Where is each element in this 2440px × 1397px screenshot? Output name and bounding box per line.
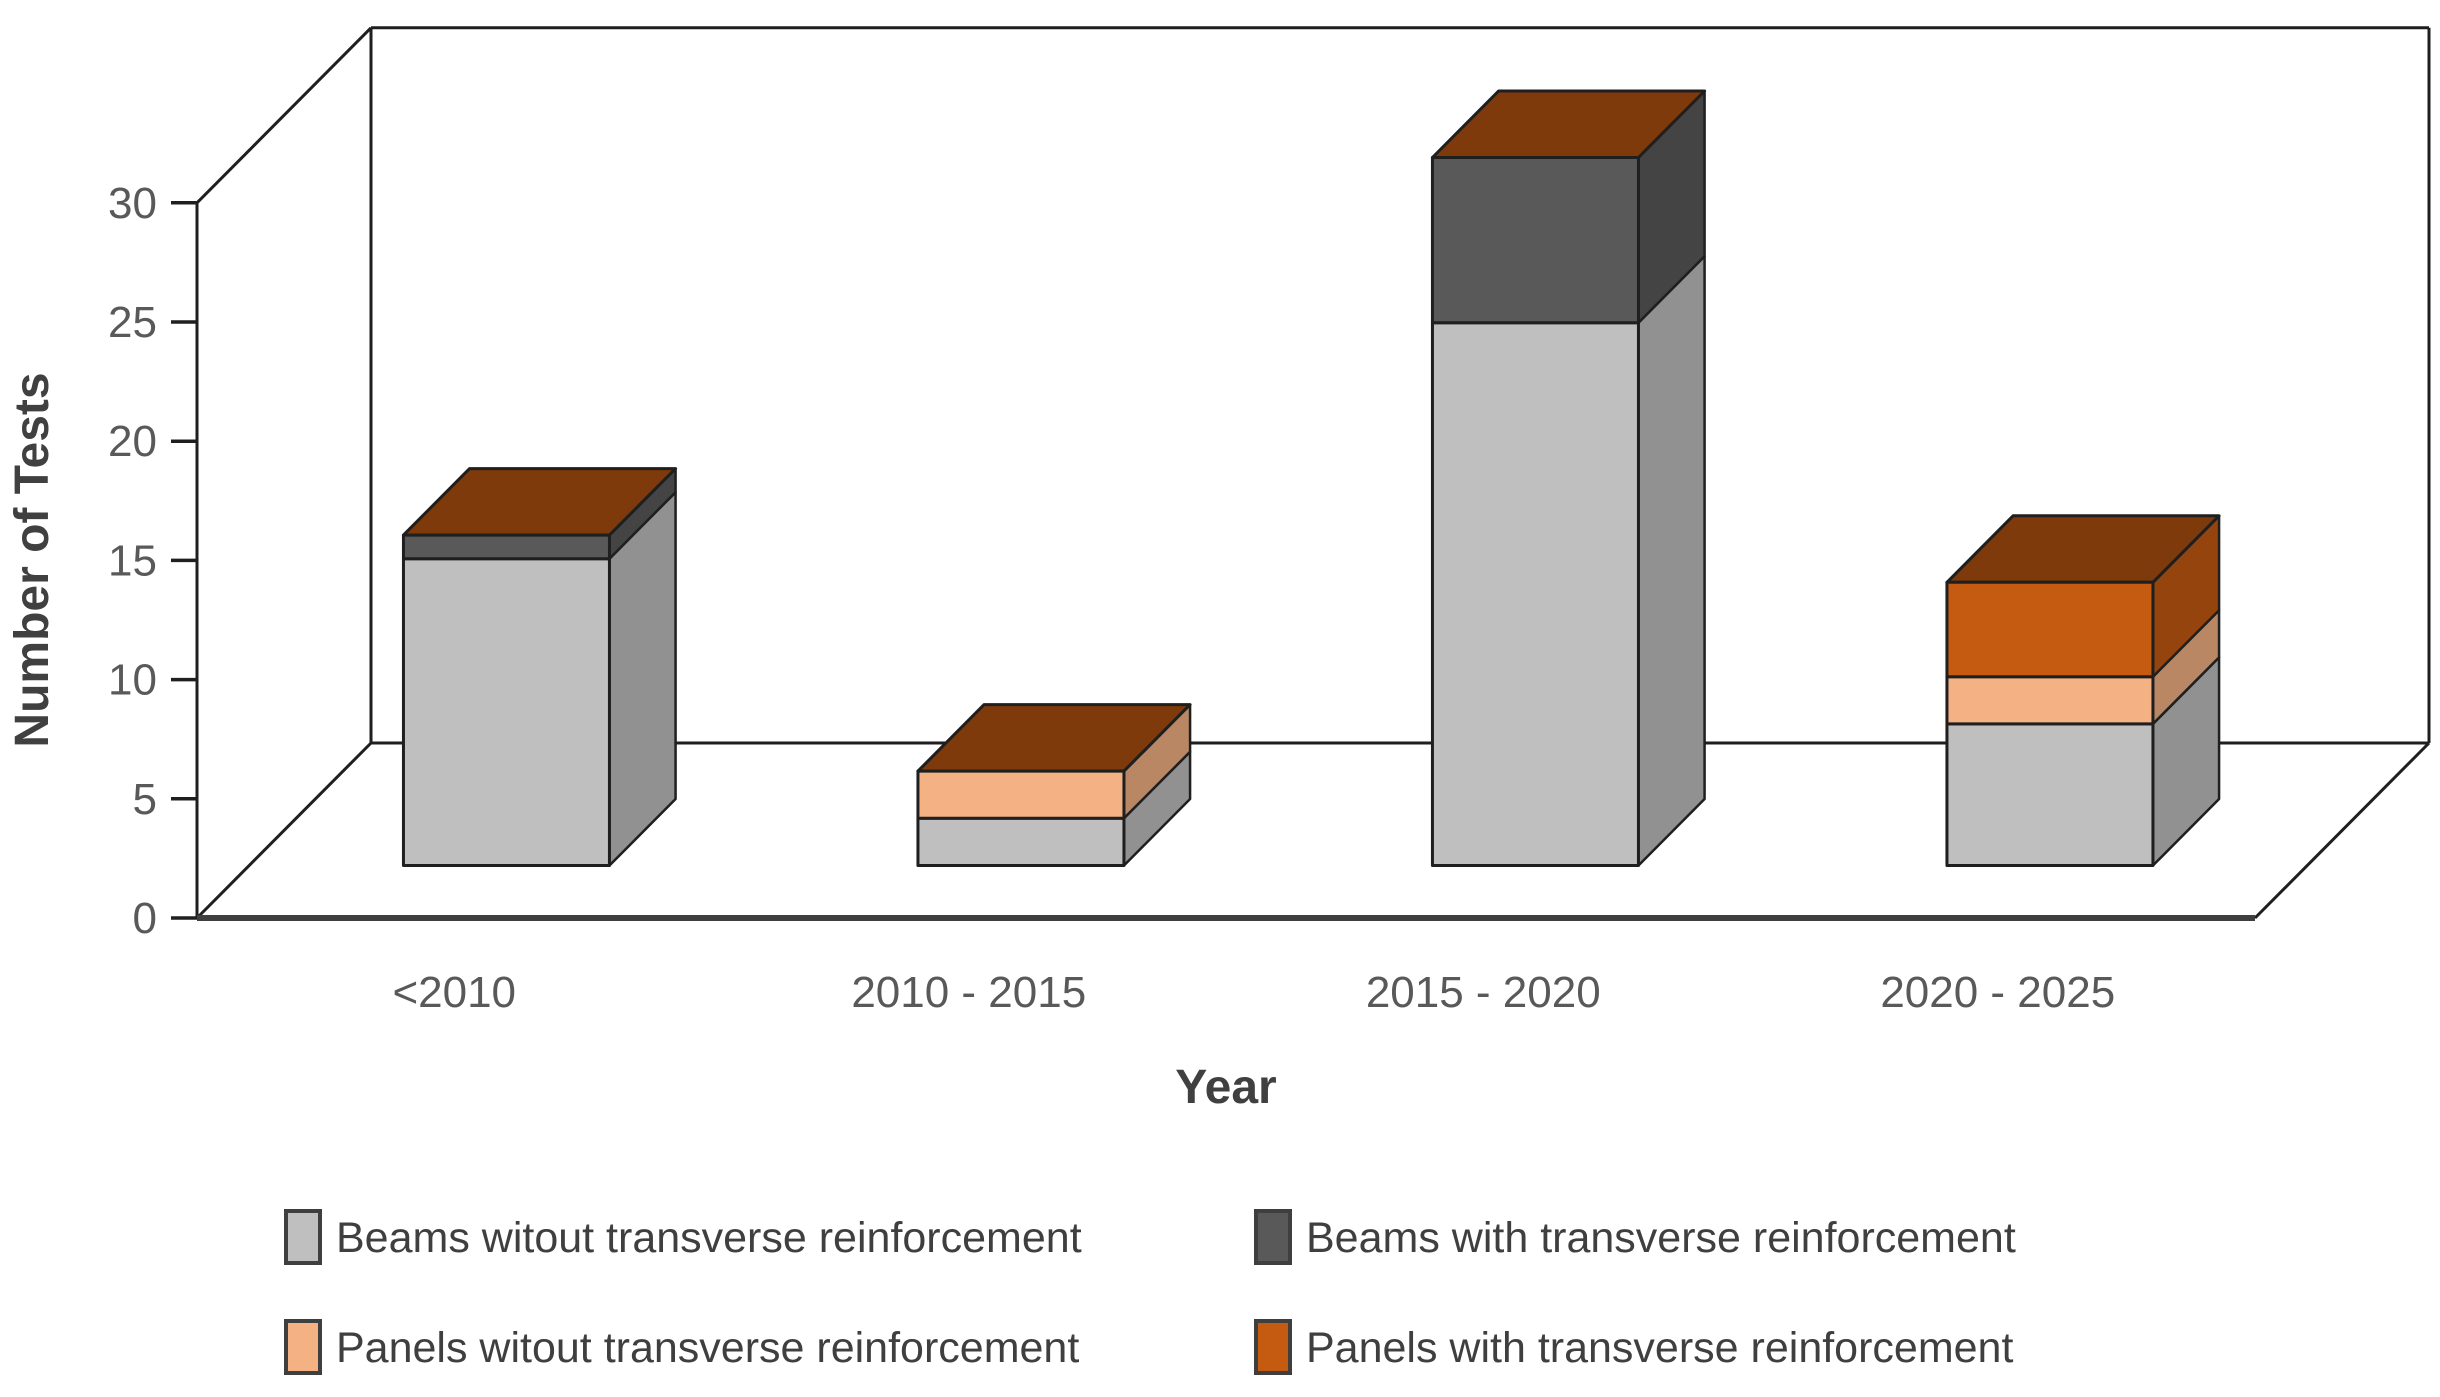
- bar-segment-front: [1430, 156, 1640, 325]
- y-tick-label: 0: [133, 894, 157, 943]
- legend-label-2: Beams with transverse reinforcement: [1306, 1214, 2016, 1262]
- x-axis-labels: <2010 2010 - 2015 2015 - 2020 2020 - 2025: [392, 968, 2115, 1017]
- y-tick-label: 15: [108, 536, 157, 585]
- bar-2010 - 2015: [916, 703, 1192, 867]
- x-axis-title: Year: [1175, 1061, 1276, 1114]
- y-tick-label: 10: [108, 656, 157, 705]
- legend-swatch-1: [284, 1209, 322, 1265]
- x-category-label: 2020 - 2025: [1880, 968, 2115, 1017]
- bar-segment-front: [1430, 321, 1640, 867]
- legend: Beams witout transverse reinforcement Bea…: [284, 1209, 2016, 1375]
- bars: [401, 89, 2221, 867]
- bar-segment-front: [1945, 580, 2155, 679]
- x-category-label: <2010: [392, 968, 516, 1017]
- bar-segment-front: [916, 769, 1126, 820]
- legend-label-1: Beams witout transverse reinforcement: [336, 1214, 1082, 1262]
- bar-segment-front: [401, 557, 611, 867]
- bar-<2010: [401, 467, 678, 867]
- legend-swatch-2: [1254, 1209, 1292, 1265]
- y-tick-label: 30: [108, 179, 157, 228]
- bar-segment-side: [1637, 254, 1706, 867]
- y-axis-ticks: 0 5 10 15 20 25 30: [108, 179, 197, 943]
- bar-segment-front: [1945, 675, 2155, 726]
- wall-top-left-diagonal: [195, 26, 373, 204]
- bar-segment-front: [401, 533, 611, 561]
- plot-frame: [195, 26, 2431, 921]
- floor-left-diagonal: [195, 741, 373, 920]
- legend-label-3: Panels witout transverse reinforcement: [336, 1324, 1079, 1372]
- floor-right-diagonal: [2253, 741, 2431, 920]
- y-tick-label: 5: [133, 775, 157, 824]
- y-tick-label: 20: [108, 417, 157, 466]
- bar-2015 - 2020: [1430, 89, 1707, 867]
- y-axis-title: Number of Tests: [6, 372, 59, 747]
- legend-swatch-3: [284, 1319, 322, 1375]
- bar-segment-front: [1945, 722, 2155, 867]
- y-tick-label: 25: [108, 298, 157, 347]
- x-category-label: 2010 - 2015: [851, 968, 1086, 1017]
- legend-swatch-4: [1254, 1319, 1292, 1375]
- bar-segment-front: [916, 816, 1126, 867]
- bar-2020 - 2025: [1945, 514, 2221, 867]
- legend-label-4: Panels with transverse reinforcement: [1306, 1324, 2013, 1372]
- x-category-label: 2015 - 2020: [1366, 968, 1601, 1017]
